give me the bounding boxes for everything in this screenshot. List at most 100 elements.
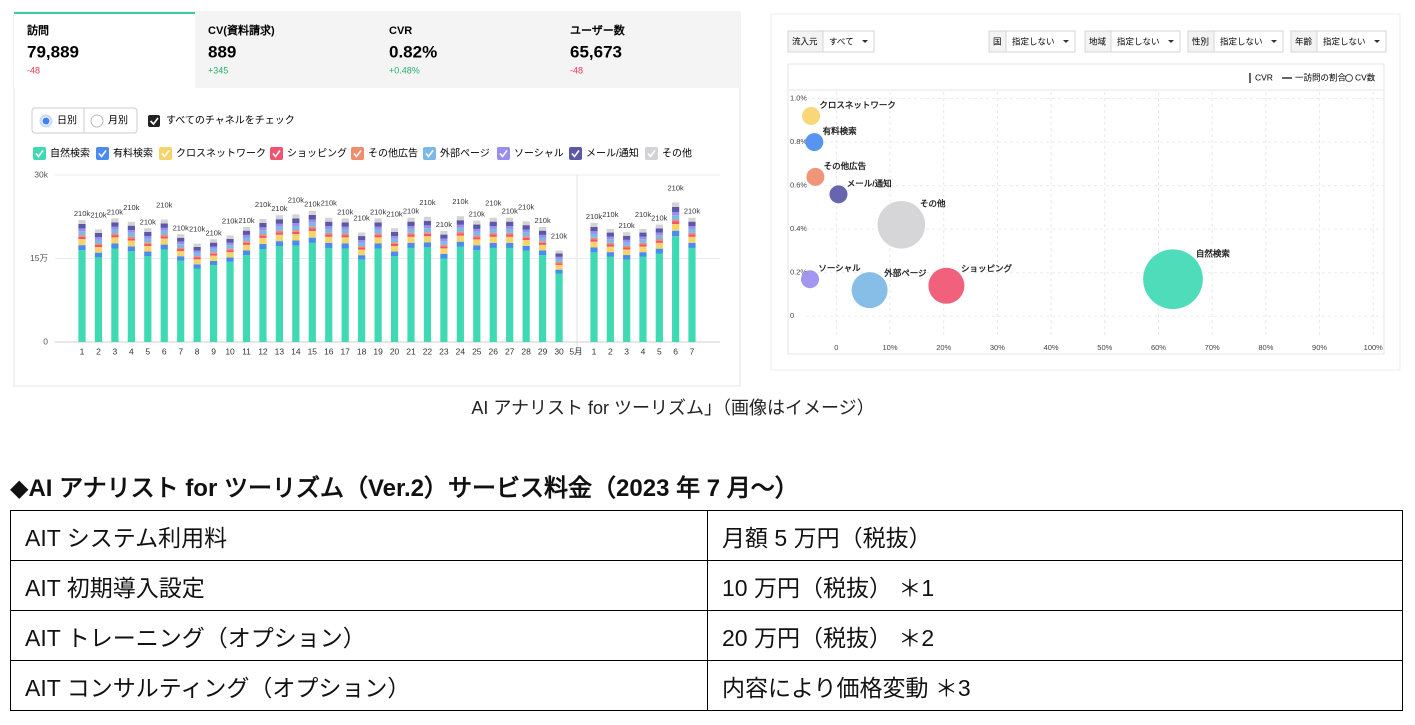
bubble-label: 有料検索: [823, 126, 858, 136]
legend-label: 一訪問の割合: [1295, 72, 1347, 82]
bubble-label: 自然検索: [1196, 249, 1231, 259]
legend-checkbox[interactable]: [33, 147, 46, 160]
x-tick-label: 50%: [1097, 343, 1112, 352]
y-tick-label: 0: [790, 311, 794, 320]
legend-label[interactable]: 有料検索: [113, 147, 153, 160]
bubble[interactable]: [805, 133, 824, 152]
kpi-label[interactable]: CV(資料請求): [208, 23, 275, 37]
bar-segment: [390, 242, 399, 244]
bar-segment: [177, 244, 185, 248]
bar-segment: [688, 221, 696, 227]
bar-segment: [193, 256, 201, 258]
bar-segment: [473, 250, 481, 342]
bar-segment: [341, 229, 349, 234]
bar-segment: [242, 230, 251, 235]
bar-segment: [456, 220, 464, 225]
dashboard-screenshots: 日別 月別 すべてのチャネルをチェック CVR 一訪問の割合 CV数 訪問 79,…: [13, 11, 1401, 387]
bar-segment: [423, 225, 432, 229]
price-table: AIT システム利用料 月額 5 万円（税抜） AIT 初期導入設定 10 万円（税…: [10, 510, 1403, 711]
check-all-label[interactable]: すべてのチャネルをチェック: [166, 115, 295, 127]
bar-segment: [374, 226, 382, 230]
bar-total-label: 210k: [288, 195, 305, 204]
legend-checkbox[interactable]: [569, 147, 582, 160]
x-tick-label: 10: [225, 346, 235, 356]
bubble[interactable]: [829, 185, 848, 204]
bar-segment: [292, 223, 300, 226]
bar-segment: [127, 246, 135, 252]
bar-segment: [390, 236, 399, 239]
view-option[interactable]: 月別: [108, 115, 128, 127]
legend-label[interactable]: 自然検索: [50, 147, 90, 160]
legend-checkbox[interactable]: [497, 147, 510, 160]
bar-segment: [606, 246, 614, 253]
x-tick-label: 22: [423, 346, 433, 356]
filter-value[interactable]: すべて: [829, 36, 854, 46]
legend-label[interactable]: その他: [662, 147, 692, 160]
bar-segment: [275, 246, 283, 342]
filter-select[interactable]: [1316, 30, 1387, 53]
legend-label[interactable]: その他広告: [368, 147, 418, 160]
filter-value[interactable]: 指定しない: [1012, 36, 1055, 46]
legend-label[interactable]: ショッピング: [287, 147, 347, 160]
legend-checkbox[interactable]: [96, 147, 109, 160]
filter-value[interactable]: 指定しない: [1220, 36, 1263, 46]
legend-label[interactable]: メール/通知: [586, 147, 639, 160]
table-cell: 10 万円（税抜） ＊1: [707, 560, 1403, 611]
legend-checkbox[interactable]: [423, 147, 436, 160]
filter-select[interactable]: [822, 30, 875, 53]
bar-total-label: 210k: [651, 214, 668, 223]
bar-segment: [506, 221, 514, 227]
bar-segment: [456, 241, 464, 247]
x-tick-label: 80%: [1258, 343, 1273, 352]
bubble[interactable]: [1143, 249, 1203, 310]
bar-segment: [292, 231, 300, 235]
legend-checkbox[interactable]: [351, 147, 364, 160]
bar-segment: [226, 257, 234, 262]
filter-label: 年齢: [1295, 36, 1313, 46]
bar-segment: [259, 244, 267, 250]
bubble[interactable]: [806, 167, 825, 186]
bubble[interactable]: [801, 270, 820, 289]
filter-select[interactable]: [1213, 30, 1284, 53]
legend-checkbox[interactable]: [159, 147, 172, 160]
bar-segment: [639, 252, 647, 257]
legend-checkbox[interactable]: [270, 147, 283, 160]
bar-segment: [539, 255, 547, 342]
table-row: AIT トレーニング（オプション） 20 万円（税抜） ＊2: [10, 610, 1403, 661]
bar-total-label: 210k: [140, 217, 157, 226]
filter-value[interactable]: 指定しない: [1117, 36, 1160, 46]
bar-segment: [308, 228, 316, 231]
legend-check: [571, 150, 580, 158]
filter-value[interactable]: 指定しない: [1323, 36, 1366, 46]
filter-select[interactable]: [1005, 30, 1076, 53]
bar-segment: [177, 241, 185, 245]
bubble-label: メール/通知: [847, 178, 892, 188]
radio[interactable]: [90, 114, 104, 128]
checkbox[interactable]: [148, 115, 160, 127]
bar-segment: [193, 250, 201, 253]
x-tick-label: 20: [390, 346, 400, 356]
kpi-label[interactable]: ユーザー数: [570, 23, 626, 37]
bar-segment: [473, 245, 481, 251]
legend-label[interactable]: クロスネットワーク: [176, 148, 266, 160]
bar-segment: [456, 233, 464, 236]
bar-segment: [325, 242, 333, 248]
bar-segment: [94, 233, 103, 238]
view-option[interactable]: 日別: [57, 115, 77, 127]
bubble[interactable]: [851, 272, 888, 309]
kpi-label[interactable]: 訪問: [27, 23, 49, 37]
legend-checkbox[interactable]: [645, 147, 658, 160]
filter-select[interactable]: [1110, 30, 1181, 53]
bubble[interactable]: [802, 106, 821, 125]
kpi-label[interactable]: CVR: [389, 25, 412, 37]
legend-label[interactable]: 外部ページ: [440, 148, 490, 160]
bar-segment: [423, 247, 432, 342]
bar-segment: [672, 221, 680, 224]
legend-label[interactable]: ソーシャル: [514, 149, 564, 160]
bubble[interactable]: [877, 200, 926, 249]
bar-segment: [555, 253, 563, 257]
x-tick-label: 25: [472, 346, 482, 356]
bubble[interactable]: [928, 267, 965, 304]
bar-segment: [177, 249, 185, 251]
